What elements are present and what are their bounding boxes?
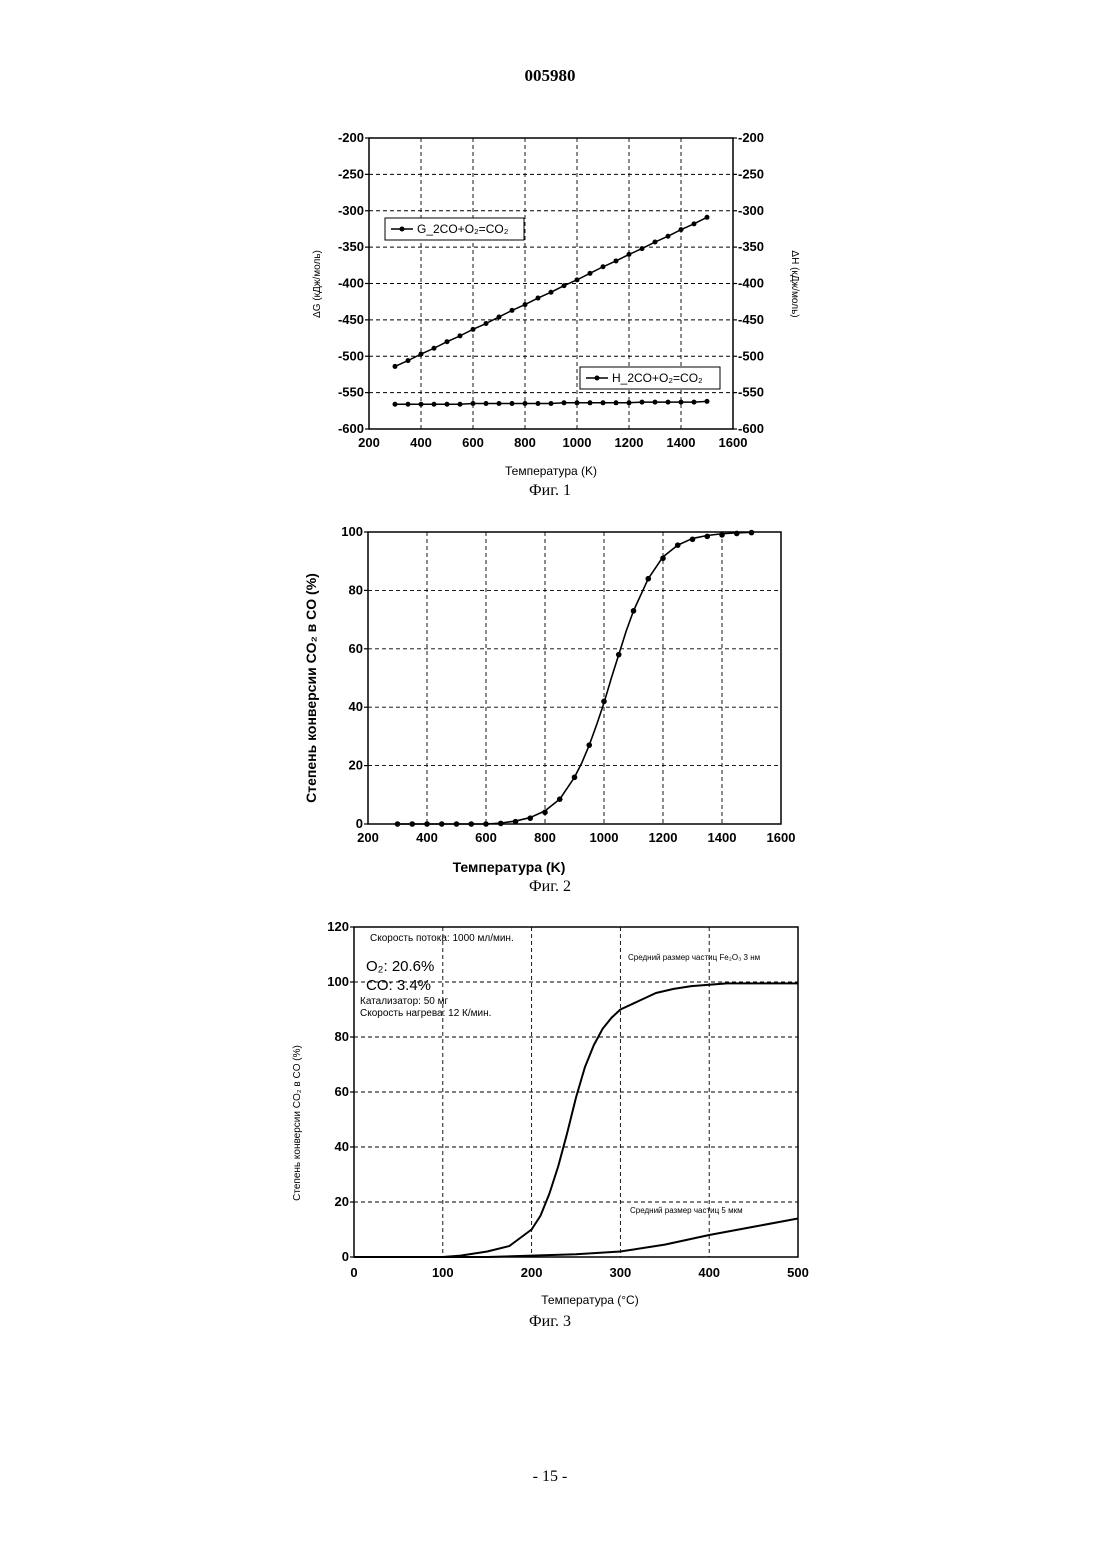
x-tick-label: 100 bbox=[432, 1265, 454, 1280]
figure-3-annotation-catalyst: Катализатор: 50 мг bbox=[360, 996, 448, 1007]
figure-3-xlabel: Температура (°C) bbox=[541, 1293, 638, 1307]
figure-3-annotation-particle-5: Средний размер частиц 5 мкм bbox=[630, 1206, 743, 1215]
series-5um-line bbox=[354, 1219, 798, 1258]
x-tick-label: 300 bbox=[610, 1265, 632, 1280]
y-tick-label: 20 bbox=[335, 1194, 349, 1209]
y-tick-label: 80 bbox=[335, 1029, 349, 1044]
figure-3-chart: 0 100 200 300 400 500 0 20 40 60 80 100 120 Скорость… bbox=[0, 0, 1100, 1320]
figure-3-annotation-particle-fe: Средний размер частиц Fe₂O₃ 3 нм bbox=[628, 953, 760, 962]
page-number: - 15 - bbox=[0, 1468, 1100, 1486]
series-fe2o3-3nm-line bbox=[354, 983, 798, 1257]
figure-3-annotation-flow: Скорость потока: 1000 мл/мин. bbox=[370, 933, 514, 944]
y-tick-label: 0 bbox=[342, 1249, 349, 1264]
y-tick-label: 120 bbox=[327, 919, 349, 934]
x-tick-label: 0 bbox=[350, 1265, 357, 1280]
x-tick-label: 400 bbox=[698, 1265, 720, 1280]
figure-3-caption: Фиг. 3 bbox=[0, 1313, 1100, 1331]
x-tick-label: 200 bbox=[521, 1265, 543, 1280]
figure-3-ylabel: Степень конверсии CO₂ в CO (%) bbox=[292, 1045, 303, 1201]
figure-3-annotation-co: CO: 3.4% bbox=[366, 977, 431, 994]
y-tick-label: 40 bbox=[335, 1139, 349, 1154]
figure-3-annotation-o2: O₂: 20.6% bbox=[366, 958, 434, 975]
figure-3-annotation-heating: Скорость нагрева: 12 К/мин. bbox=[360, 1008, 491, 1019]
y-tick-label: 60 bbox=[335, 1084, 349, 1099]
figure-3-series bbox=[354, 983, 798, 1257]
x-tick-label: 500 bbox=[787, 1265, 809, 1280]
y-tick-label: 100 bbox=[327, 974, 349, 989]
